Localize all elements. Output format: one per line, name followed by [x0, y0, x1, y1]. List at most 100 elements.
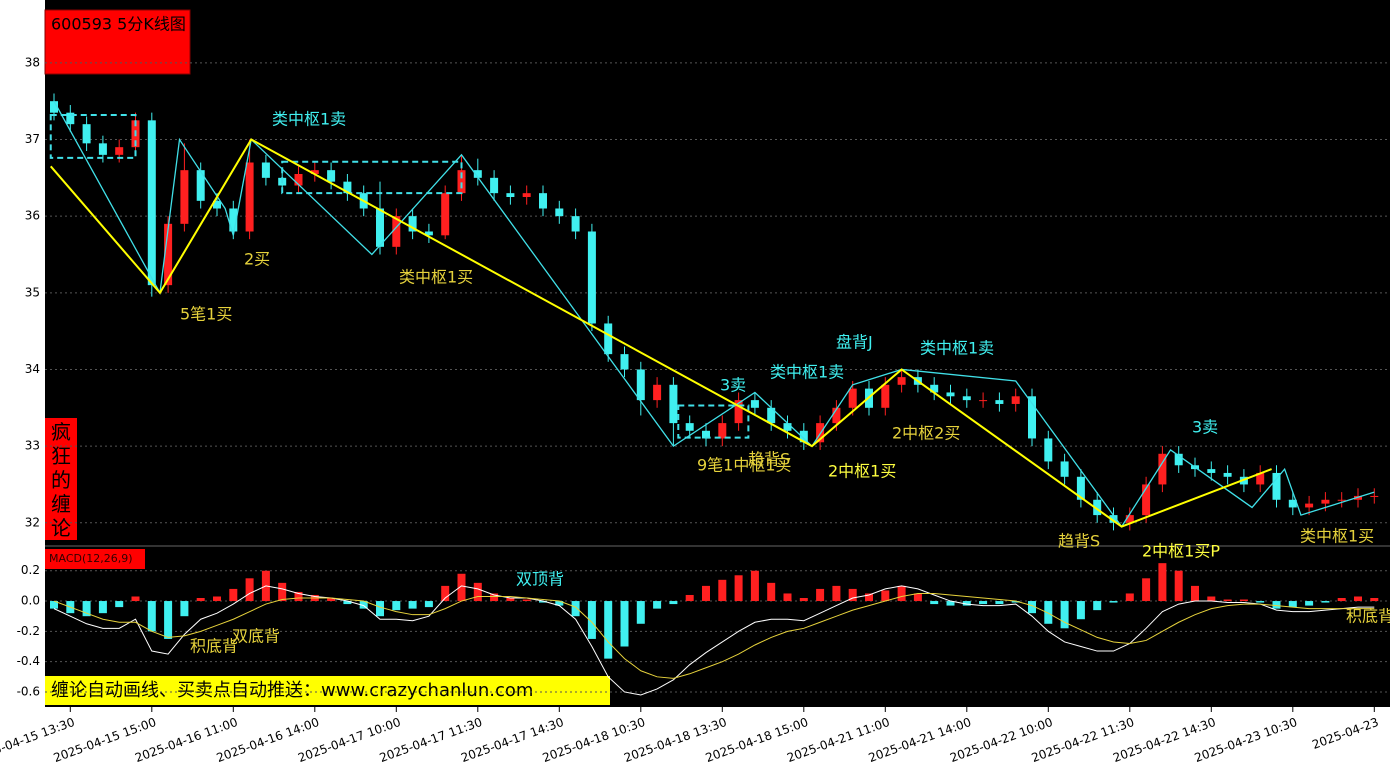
macd-bar [1125, 593, 1134, 602]
macd-title-box [45, 549, 145, 569]
macd-bar [1207, 596, 1216, 602]
annotation: 3卖 [720, 376, 746, 395]
macd-bar [343, 601, 352, 605]
macd-bar [180, 601, 189, 617]
macd-bar [1174, 570, 1183, 602]
macd-bar [718, 579, 727, 602]
annotation: 类中枢1卖 [920, 339, 994, 358]
macd-bar [604, 601, 613, 659]
macd-bar [995, 601, 1004, 605]
candle-body [490, 177, 499, 194]
candle-body [995, 400, 1004, 404]
annotation: 类中枢1买 [1300, 527, 1374, 546]
macd-bar [1223, 599, 1232, 602]
candle-body [98, 143, 107, 155]
candle-body [66, 112, 75, 125]
macd-bar [1354, 596, 1362, 602]
macd-bar [424, 601, 433, 608]
macd-bar [653, 601, 662, 609]
y-tick-label: 37 [25, 132, 40, 146]
candle-body [1125, 515, 1134, 523]
candle-body [213, 200, 221, 209]
candle-body [587, 231, 596, 324]
macd-bar [164, 601, 173, 639]
candle-body [115, 147, 124, 155]
y-tick-label: 38 [25, 55, 40, 69]
macd-bar [196, 598, 205, 602]
macd-bar [50, 601, 58, 609]
y-tick-label: -0.6 [17, 684, 40, 698]
macd-bar [294, 591, 303, 602]
y-tick-label: 33 [25, 439, 40, 453]
macd-bar [979, 601, 988, 605]
annotation: 双底背 [232, 627, 280, 646]
macd-bar [473, 582, 482, 602]
macd-bar [1256, 601, 1265, 603]
pivot-zone [281, 160, 463, 195]
candle-body [783, 423, 792, 431]
annotation: 5笔1买 [180, 305, 232, 324]
chart-title: 600593 5分K线图 [51, 15, 186, 34]
macd-bar [457, 573, 466, 602]
macd-bar [1370, 598, 1379, 602]
candle-body [50, 101, 58, 113]
side-label: 疯狂的缠论 [51, 420, 71, 540]
macd-bar [734, 575, 743, 602]
annotation: 积底背 [190, 637, 238, 656]
macd-bar [897, 585, 906, 602]
candle-body [294, 174, 303, 186]
macd-bar [620, 601, 629, 647]
candle-body [750, 400, 759, 408]
candle-body [604, 323, 613, 355]
candle-body [1207, 469, 1216, 473]
candle-body [343, 181, 352, 194]
macd-bar [98, 601, 107, 614]
candle-body [229, 208, 238, 232]
macd-bar [685, 594, 694, 602]
macd-bar [930, 601, 939, 605]
candle-body [799, 430, 808, 443]
candle-body [718, 423, 727, 439]
y-tick-label: 0.2 [21, 563, 40, 577]
candle-body [734, 400, 743, 424]
candle-body [1093, 499, 1102, 516]
macd-bar [1142, 578, 1151, 602]
x-tick-label: 2025-04-23 [1310, 715, 1380, 752]
dif-line [53, 585, 1375, 696]
candle-body [310, 170, 319, 175]
y-tick-label: 36 [25, 209, 40, 223]
candle-body [979, 400, 988, 402]
candle-body [832, 407, 841, 424]
macd-bar [848, 588, 857, 602]
candle-body [620, 354, 629, 370]
macd-bar [816, 588, 825, 602]
candle-body [539, 193, 547, 209]
stroke-line [53, 100, 1375, 528]
candle-body [1011, 396, 1020, 404]
candle-body [1158, 453, 1167, 485]
macd-bar [946, 601, 955, 606]
macd-bar [767, 582, 776, 602]
pivot-zone [677, 404, 750, 439]
segment-line [49, 138, 1272, 528]
annotation: 2中枢1买P [1142, 542, 1220, 561]
candle-body [180, 170, 189, 224]
macd-bar [327, 598, 336, 602]
annotation: 双顶背 [516, 570, 564, 589]
candle-body [506, 193, 515, 197]
candle-body [930, 384, 939, 393]
candle-body [327, 170, 336, 182]
macd-bar [636, 601, 645, 624]
candle-body [636, 369, 645, 401]
candle-body [441, 193, 450, 236]
candle-body [1370, 495, 1379, 497]
candle-body [1256, 472, 1265, 485]
macd-bar [1321, 601, 1330, 603]
candle-body [1076, 476, 1085, 500]
macd-bar [1076, 601, 1085, 620]
annotation: 类中枢1卖 [272, 110, 346, 129]
candle-body [653, 384, 662, 401]
